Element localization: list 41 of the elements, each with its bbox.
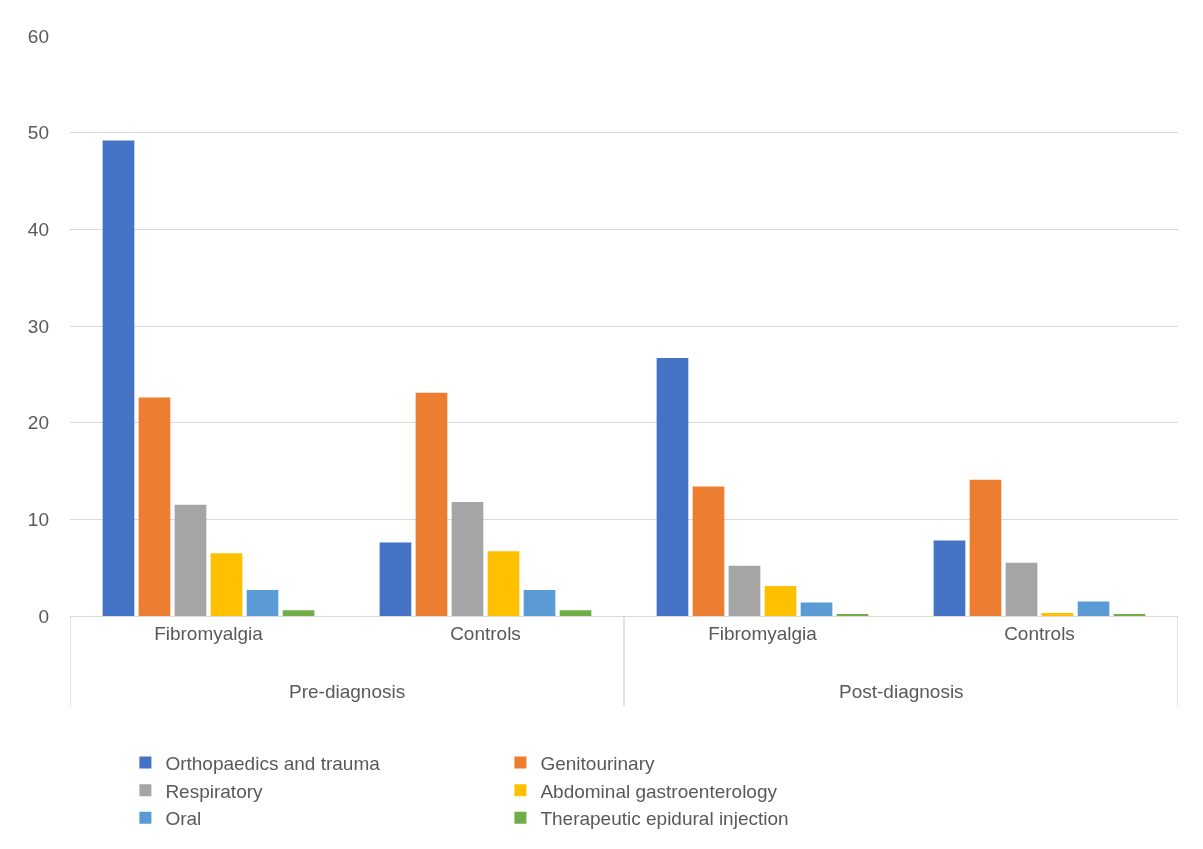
text: Pre-diagnosis <box>289 681 406 702</box>
y-tick-label: 60 <box>27 25 49 47</box>
y-tick-label: 50 <box>27 122 49 144</box>
bar <box>174 504 207 616</box>
y-tick-label: 0 <box>38 605 49 627</box>
bar <box>487 551 520 616</box>
bar <box>102 140 135 616</box>
legend-label: Therapeutic epidural injection <box>540 808 789 830</box>
y-tick-label: 20 <box>27 412 49 434</box>
bar <box>656 357 689 616</box>
x-tick-label: Fibromyalgia <box>154 622 264 644</box>
x-tick-label: Controls <box>450 622 521 644</box>
x-tick-label: Fibromyalgia <box>708 622 818 644</box>
bar <box>246 589 279 616</box>
bar <box>1041 613 1074 616</box>
bar <box>728 565 761 616</box>
bar <box>282 610 315 616</box>
bar <box>559 610 592 616</box>
text: Post-diagnosis <box>839 681 964 702</box>
bar <box>692 486 725 616</box>
legend-label: Abdominal gastroenterology <box>540 780 778 802</box>
bar <box>969 479 1002 616</box>
bar <box>800 602 833 616</box>
y-tick-label: 10 <box>27 508 49 530</box>
bar <box>451 501 484 616</box>
bar <box>1005 562 1038 616</box>
bar <box>379 542 412 616</box>
legend-label: Genitourinary <box>540 752 655 774</box>
y-tick-label: 30 <box>27 315 49 337</box>
bar <box>523 589 556 616</box>
bar <box>1077 601 1110 616</box>
bar <box>764 586 797 616</box>
bar <box>933 540 966 616</box>
x-tick-label: Controls <box>1004 622 1075 644</box>
bar <box>415 392 448 616</box>
bar <box>138 397 171 616</box>
legend-label: Respiratory <box>165 780 264 802</box>
legend-label: Orthopaedics and trauma <box>165 752 381 774</box>
y-tick-label: 40 <box>27 218 49 240</box>
bar <box>210 553 243 616</box>
legend-label: Oral <box>165 808 202 830</box>
